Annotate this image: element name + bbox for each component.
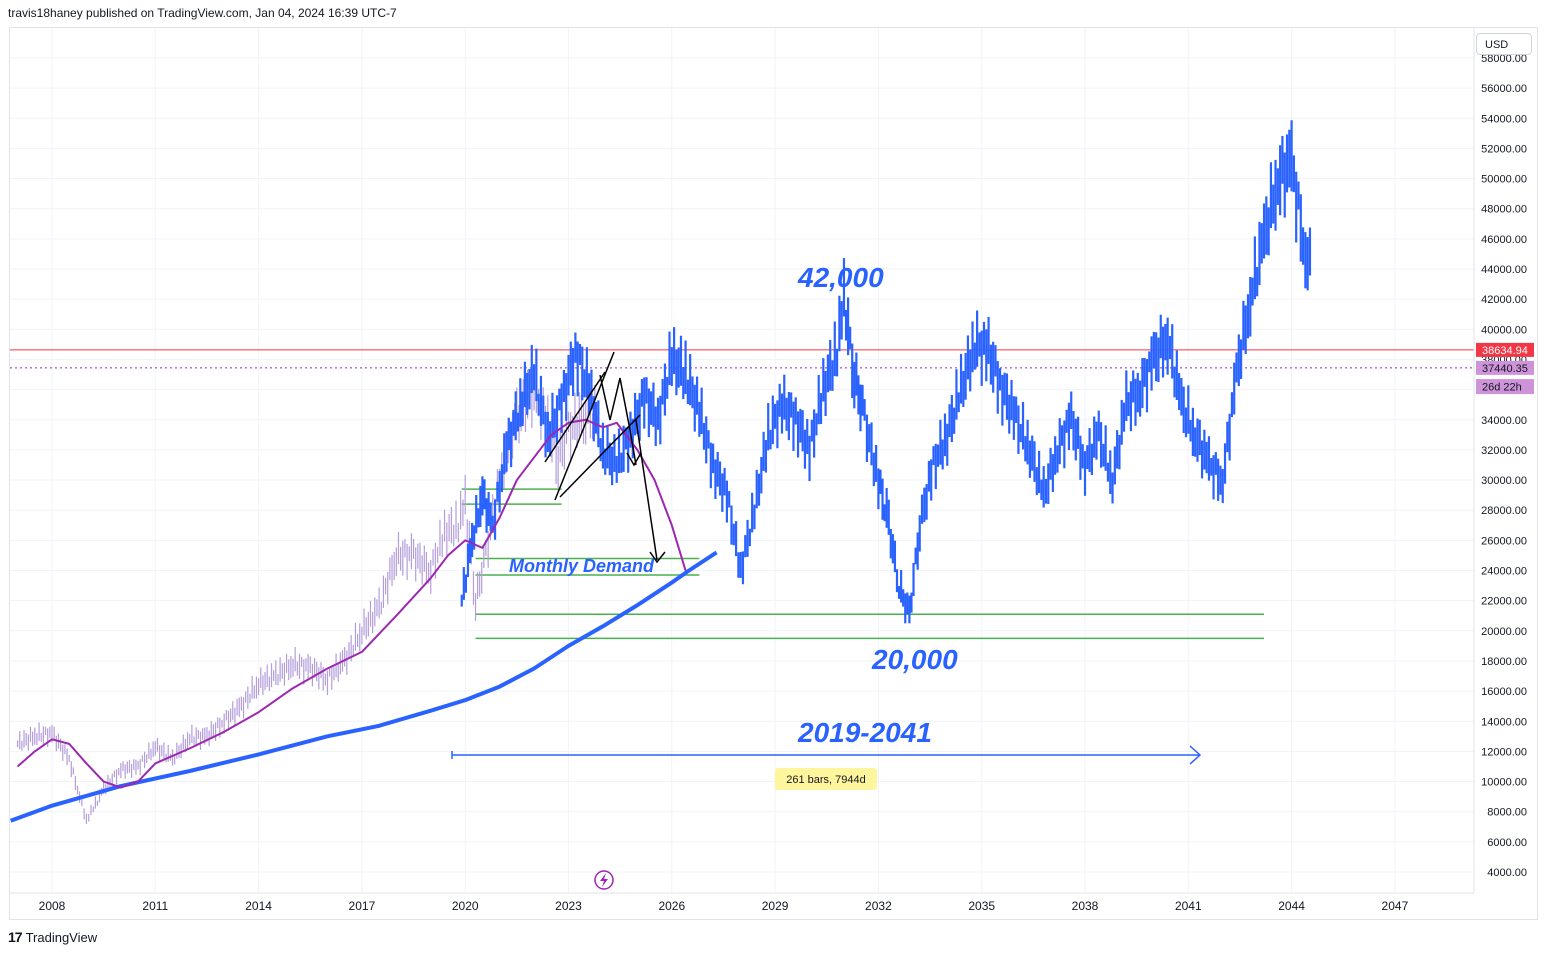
price-tag-bg	[1476, 379, 1534, 395]
y-tick-label: 28000.00	[1481, 505, 1527, 517]
y-tick-label: 4000.00	[1487, 867, 1527, 879]
x-tick-label: 2017	[349, 899, 376, 913]
x-tick-label: 2044	[1278, 899, 1305, 913]
price-tag-label: 37440.35	[1482, 363, 1528, 375]
y-tick-label: 22000.00	[1481, 596, 1527, 608]
price-lines	[10, 349, 1474, 369]
y-tick-label: 44000.00	[1481, 264, 1527, 276]
x-tick-label: 2029	[762, 899, 789, 913]
y-tick-label: 34000.00	[1481, 415, 1527, 427]
y-tick-label: 24000.00	[1481, 566, 1527, 578]
y-tick-label: 50000.00	[1481, 174, 1527, 186]
x-tick-label: 2023	[555, 899, 582, 913]
tradingview-logo-text: TradingView	[25, 929, 98, 945]
y-tick-label: 6000.00	[1487, 837, 1527, 849]
short-moving-average	[16, 418, 687, 789]
long-ma-line	[9, 550, 718, 823]
high-annotation: 42,000	[797, 262, 884, 293]
y-tick-label: 12000.00	[1481, 746, 1527, 758]
y-tick-label: 52000.00	[1481, 143, 1527, 155]
annotations: 42,000 20,000 2019-2041 Monthly Demand 2…	[509, 262, 958, 786]
y-tick-label: 16000.00	[1481, 686, 1527, 698]
y-tick-label: 30000.00	[1481, 475, 1527, 487]
price-tag-label: 26d 22h	[1482, 382, 1522, 394]
y-tick-label: 20000.00	[1481, 626, 1527, 638]
x-tick-label: 2032	[865, 899, 892, 913]
low-annotation: 20,000	[871, 644, 958, 675]
y-tick-label: 40000.00	[1481, 324, 1527, 336]
short-ma-line	[16, 418, 687, 789]
y-tick-label: 56000.00	[1481, 83, 1527, 95]
x-tick-label: 2041	[1175, 899, 1202, 913]
x-tick-label: 2047	[1382, 899, 1409, 913]
demand-annotation: Monthly Demand	[509, 556, 655, 576]
tradingview-icon: 17	[8, 929, 23, 945]
price-tag-label: 38634.94	[1482, 345, 1528, 357]
x-tick-label: 2008	[39, 899, 66, 913]
y-tick-label: 54000.00	[1481, 113, 1527, 125]
y-tick-label: 14000.00	[1481, 716, 1527, 728]
y-tick-label: 42000.00	[1481, 294, 1527, 306]
y-tick-label: 46000.00	[1481, 234, 1527, 246]
price-tag-bg	[1476, 360, 1534, 375]
measure-badge	[775, 768, 877, 790]
chart-frame	[9, 27, 1538, 920]
x-tick-label: 2026	[658, 899, 685, 913]
projection-series	[460, 120, 1312, 624]
y-tick-label: 8000.00	[1487, 807, 1527, 819]
x-tick-label: 2038	[1072, 899, 1099, 913]
y-tick-label: 32000.00	[1481, 445, 1527, 457]
x-tick-label: 2011	[142, 899, 168, 913]
y-tick-label: 58000.00	[1481, 53, 1527, 65]
tradingview-logo[interactable]: 17 TradingView	[8, 929, 97, 945]
demand-zones	[461, 488, 1265, 640]
y-tick-label: 26000.00	[1481, 535, 1527, 547]
measure-label: 261 bars, 7944d	[786, 774, 866, 786]
y-tick-label: 18000.00	[1481, 656, 1527, 668]
x-tick-label: 2014	[245, 899, 272, 913]
y-tick-label: 10000.00	[1481, 777, 1527, 789]
price-axis: 4000.00 6000.00 8000.00 10000.00 12000.00 140…	[1473, 28, 1527, 893]
date-range-measure	[451, 745, 1202, 790]
publisher-header: travis18haney published on TradingView.c…	[8, 6, 397, 20]
x-tick-label: 2020	[452, 899, 479, 913]
flash-icon[interactable]	[594, 870, 614, 890]
range-annotation: 2019-2041	[797, 717, 932, 748]
pattern-drawings	[544, 351, 666, 564]
y-tick-label: 48000.00	[1481, 204, 1527, 216]
price-tag-bg	[1476, 342, 1534, 357]
long-moving-average	[9, 550, 718, 823]
currency-button[interactable]: USD	[1476, 33, 1532, 55]
x-tick-label: 2035	[968, 899, 995, 913]
time-axis: 2008 2011 2014 2017 2020 2023 2026 2029 2032 2035…	[10, 892, 1474, 913]
price-tags: 38634.94 37440.35 26d 22h	[1476, 342, 1534, 395]
